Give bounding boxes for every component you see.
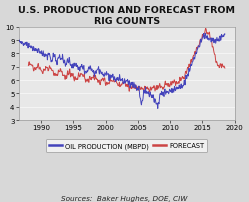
Legend: OIL PRODUCTION (MBPD), FORECAST: OIL PRODUCTION (MBPD), FORECAST (46, 139, 207, 153)
Text: Sources:  Baker Hughes, DOE, CIW: Sources: Baker Hughes, DOE, CIW (61, 195, 188, 201)
Title: U.S. PRODUCTION AND FORECAST FROM
RIG COUNTS: U.S. PRODUCTION AND FORECAST FROM RIG CO… (18, 5, 235, 25)
